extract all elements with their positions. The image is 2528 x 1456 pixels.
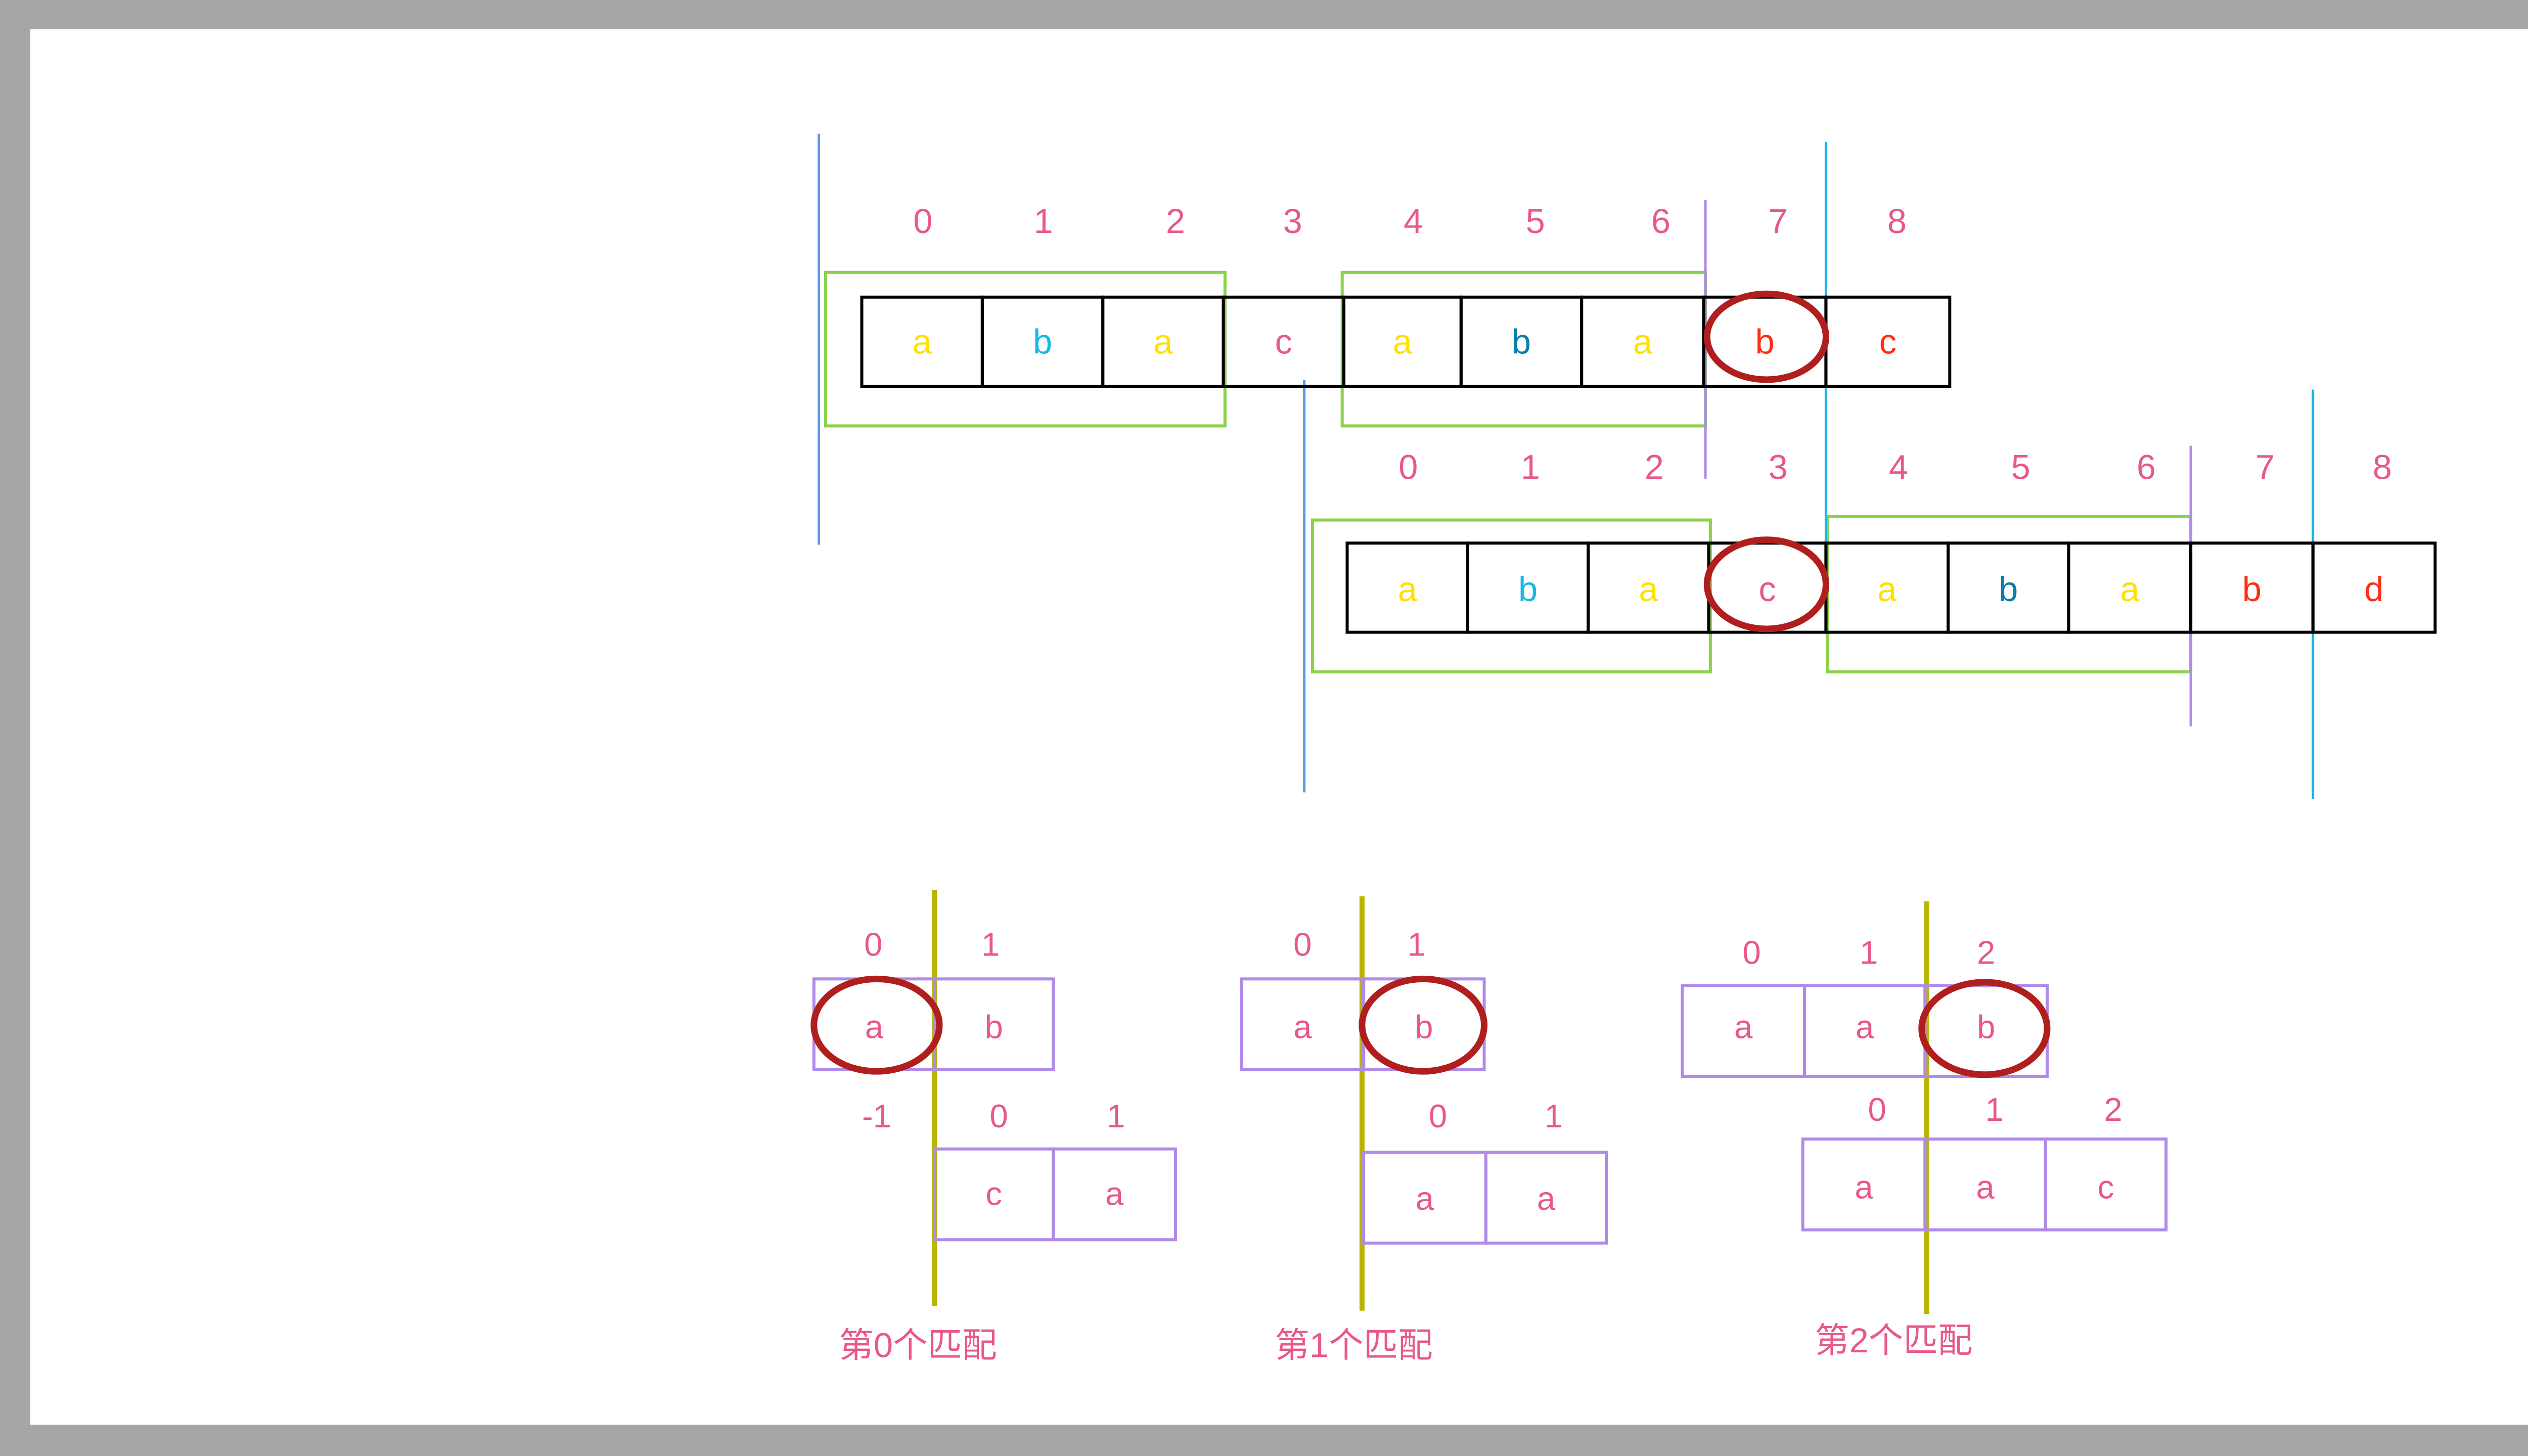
text-index: 8 <box>1887 202 1907 241</box>
text-char: a <box>1633 322 1653 361</box>
pattern-index: 0 <box>1398 448 1418 487</box>
mismatch-circle <box>1703 290 1829 383</box>
match-top-index: 0 <box>864 926 882 963</box>
page-background <box>30 29 2528 1425</box>
match-bottom-cell <box>1052 1147 1177 1242</box>
match-caption: 第1个匹配 <box>1275 1326 1432 1365</box>
text-char: c <box>1879 322 1897 361</box>
match-bottom-char: c <box>985 1175 1002 1212</box>
text-char: b <box>1512 322 1531 361</box>
text-char: a <box>1153 322 1173 361</box>
match-bottom-index: 1 <box>1544 1098 1562 1134</box>
pattern-index: 3 <box>1769 448 1788 487</box>
text-index: 0 <box>913 202 932 241</box>
text-index: 3 <box>1283 202 1302 241</box>
mismatch-circle <box>1703 536 1829 632</box>
labels: a 0 b 1 a 2 c 3 a 4 b 5 a 6 b 7 c 8 a 0 b 1 a 2 c 3 a 4 b 5 a 6 b 7 d 8 a b 0 1… <box>839 202 2392 1365</box>
text-char: b <box>1033 322 1052 361</box>
text-index: 2 <box>1166 202 1185 241</box>
pattern-char: a <box>1398 570 1418 609</box>
match-bottom-cell <box>1484 1151 1608 1245</box>
match-bottom-char: a <box>1537 1180 1556 1217</box>
text-index: 7 <box>1769 202 1788 241</box>
match-top-char: b <box>1977 1009 1995 1045</box>
match-caption: 第2个匹配 <box>1815 1321 1972 1360</box>
pattern-index: 7 <box>2255 448 2275 487</box>
text-char: a <box>1393 322 1413 361</box>
match-top-char: a <box>1734 1009 1753 1045</box>
mismatch-circles <box>810 290 2051 1078</box>
pattern-index: 5 <box>2011 448 2030 487</box>
match-bottom-index: 1 <box>1985 1091 2003 1128</box>
match-top-index: 1 <box>1860 934 1878 971</box>
match-bottom-index: 0 <box>989 1098 1008 1134</box>
text-char: c <box>1275 322 1292 361</box>
match-bottom-char: c <box>2098 1168 2114 1205</box>
match-top-index: 0 <box>1293 926 1312 963</box>
text-index: 6 <box>1651 202 1671 241</box>
match-top-char: a <box>1293 1009 1312 1045</box>
pattern-cell <box>2311 541 2437 634</box>
pattern-index: 1 <box>1521 448 1540 487</box>
match-top-index: 0 <box>1742 934 1760 971</box>
match-top-char: a <box>865 1009 884 1045</box>
pattern-index: 2 <box>1645 448 1664 487</box>
pattern-index: 6 <box>2137 448 2156 487</box>
match-circle <box>1918 979 2051 1078</box>
match-top-char: b <box>985 1009 1003 1045</box>
pattern-char: c <box>1758 570 1776 609</box>
text-char: a <box>913 322 932 361</box>
match-top-index: 1 <box>981 926 1000 963</box>
pattern-char: d <box>2364 570 2383 609</box>
match-top-char: b <box>1415 1009 1433 1045</box>
match-circle <box>810 975 943 1075</box>
match-circle <box>1359 975 1488 1075</box>
text-index: 5 <box>1526 202 1545 241</box>
match-top-index: 2 <box>1977 934 1995 971</box>
text-index: 4 <box>1404 202 1423 241</box>
match-bottom-char: a <box>1416 1180 1434 1217</box>
match-bottom-char: a <box>1105 1175 1124 1212</box>
pattern-char: b <box>2242 570 2262 609</box>
match-bottom-char: a <box>1976 1168 1995 1205</box>
text-index: 1 <box>1034 202 1053 241</box>
text-char: b <box>1755 322 1775 361</box>
match-top-char: a <box>1856 1009 1874 1045</box>
pattern-char: b <box>1999 570 2018 609</box>
pattern-index: 4 <box>1889 448 1908 487</box>
pattern-char: a <box>1877 570 1897 609</box>
match-bottom-index: -1 <box>862 1098 891 1134</box>
green-match-box <box>824 270 1227 428</box>
pattern-char: a <box>2120 570 2140 609</box>
pattern-char: b <box>1518 570 1538 609</box>
pattern-char: a <box>1639 570 1658 609</box>
cells <box>812 295 2437 1245</box>
pattern-index: 8 <box>2373 448 2392 487</box>
match-bottom-index: 2 <box>2104 1091 2122 1128</box>
match-bottom-index: 1 <box>1107 1098 1125 1134</box>
match-bottom-index: 0 <box>1868 1091 1886 1128</box>
match-bottom-char: a <box>1855 1168 1873 1205</box>
match-top-index: 1 <box>1407 926 1425 963</box>
match-bottom-index: 0 <box>1429 1098 1447 1134</box>
match-top-cell <box>933 977 1055 1071</box>
match-bottom-cell <box>2044 1138 2168 1232</box>
match-caption: 第0个匹配 <box>839 1326 997 1365</box>
